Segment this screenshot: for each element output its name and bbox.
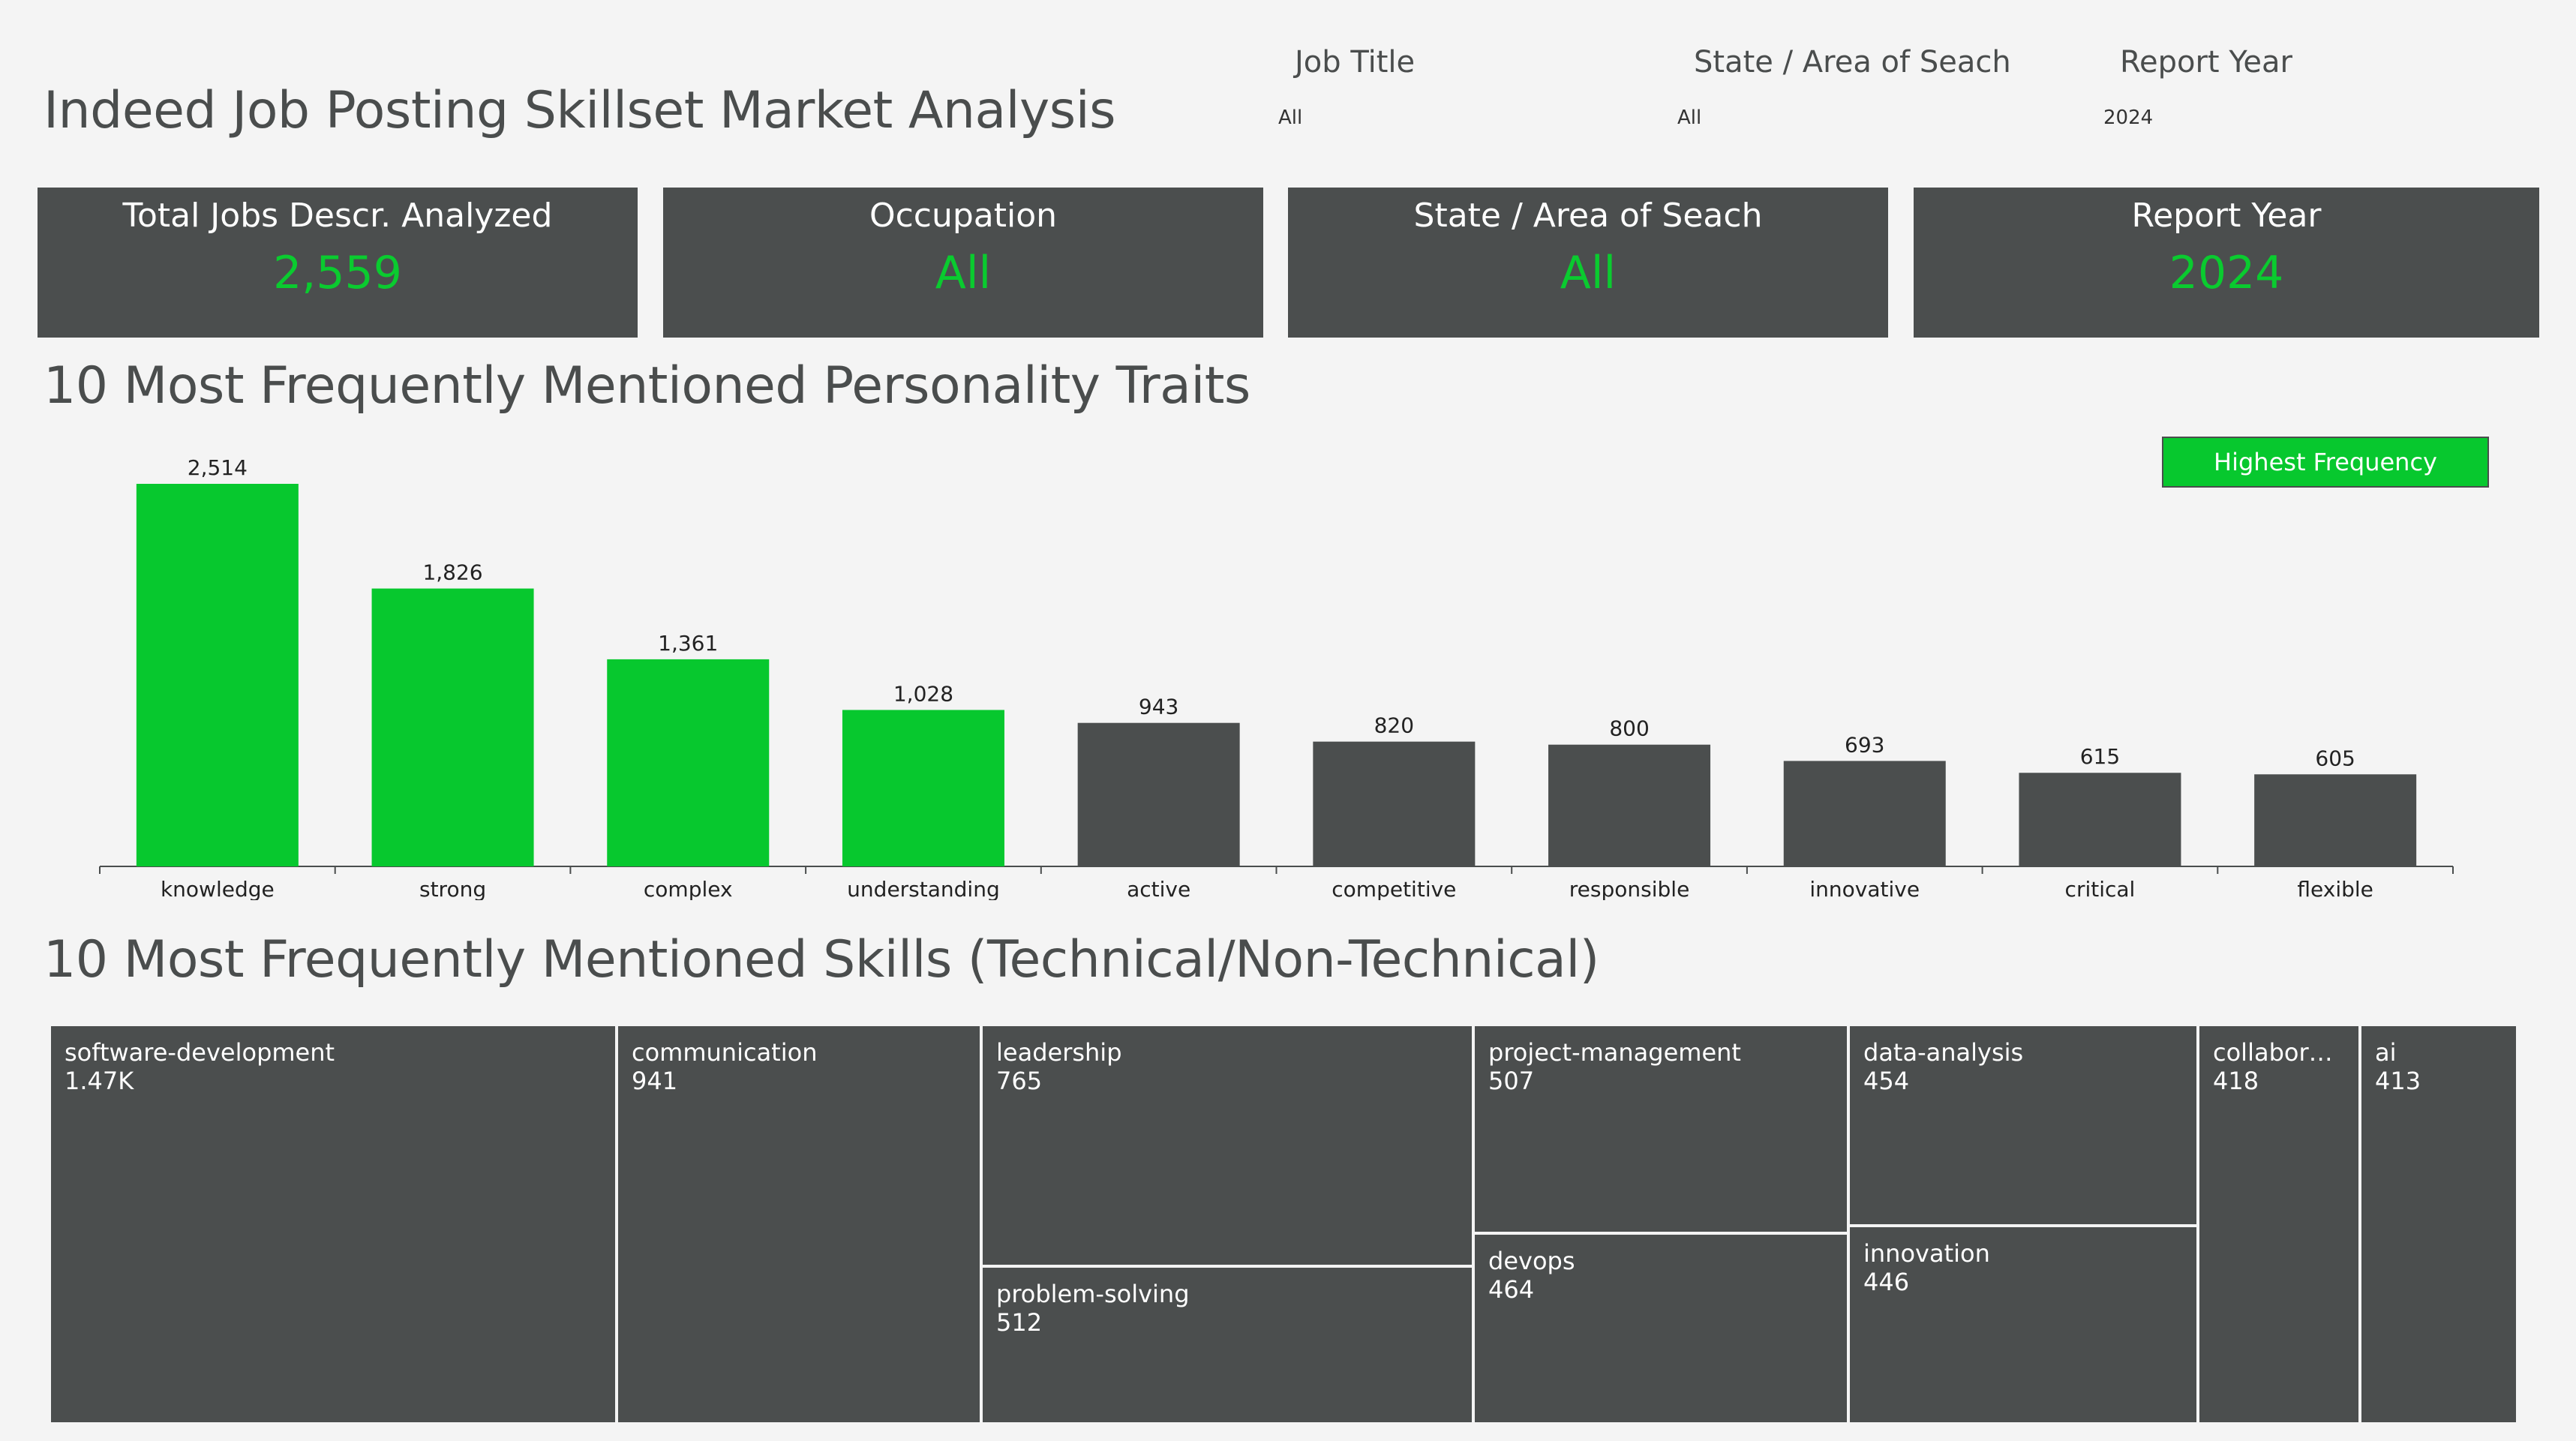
tile-value: 765	[996, 1067, 1043, 1095]
bar-value-label: 605	[2315, 746, 2355, 770]
page-title: Indeed Job Posting Skillset Market Analy…	[44, 81, 1116, 140]
personality-traits-bar-chart: 2,514 knowledge 1,826 strong 1,361 complex 1,0…	[99, 455, 2454, 900]
x-tick-label: competitive	[1332, 877, 1456, 900]
tile-value: 512	[996, 1308, 1043, 1337]
bar-responsible[interactable]	[1548, 744, 1711, 866]
bar-understanding[interactable]	[842, 710, 1004, 866]
filter-label: Report Year	[2120, 45, 2292, 80]
bar-value-label: 800	[1609, 716, 1649, 741]
kpi-occupation: Occupation All	[663, 188, 1263, 338]
x-tick-label: innovative	[1809, 877, 1920, 900]
bar-active[interactable]	[1077, 722, 1240, 866]
tile-label: leadership	[996, 1038, 1122, 1067]
skills-section-title: 10 Most Frequently Mentioned Skills (Tec…	[44, 930, 1599, 989]
bar-knowledge[interactable]	[136, 484, 299, 866]
tile-value: 941	[632, 1067, 678, 1095]
treemap-tile-data-analysis[interactable]: data-analysis 454	[1850, 1026, 2196, 1224]
bar-value-label: 2,514	[188, 455, 248, 480]
tile-label: problem-solving	[996, 1280, 1190, 1308]
tile-value: 413	[2375, 1067, 2421, 1095]
legend-highest-frequency[interactable]: Highest Frequency	[2162, 437, 2489, 488]
treemap-tile-leadership[interactable]: leadership 765	[983, 1026, 1472, 1265]
bar-competitive[interactable]	[1313, 741, 1476, 866]
x-tick-label: understanding	[847, 877, 1000, 900]
filter-value[interactable]: All	[1278, 107, 1303, 129]
treemap-tile-project-management[interactable]: project-management 507	[1475, 1026, 1847, 1232]
kpi-label: Total Jobs Descr. Analyzed	[122, 197, 553, 235]
tile-value: 446	[1863, 1268, 1910, 1296]
kpi-report-year: Report Year 2024	[1914, 188, 2539, 338]
filter-label: Job Title	[1295, 45, 1416, 80]
filter-job-title[interactable]: Job Title All	[1278, 45, 1416, 129]
tile-label: innovation	[1863, 1239, 1990, 1268]
bar-strong[interactable]	[371, 588, 534, 866]
kpi-label: Report Year	[2131, 197, 2322, 235]
filter-state[interactable]: State / Area of Seach All	[1677, 45, 2011, 129]
tile-label: communication	[632, 1038, 818, 1067]
bar-value-label: 820	[1374, 713, 1414, 738]
tile-label: ai	[2375, 1038, 2397, 1067]
tile-label: collabora…	[2213, 1038, 2345, 1067]
bar-flexible[interactable]	[2254, 774, 2417, 866]
kpi-value: 2024	[2169, 247, 2284, 299]
treemap-tile-collabora[interactable]: collabora… 418	[2199, 1026, 2358, 1422]
treemap-tile-problem-solving[interactable]: problem-solving 512	[983, 1268, 1472, 1422]
tile-value: 418	[2213, 1067, 2259, 1095]
treemap-tile-ai[interactable]: ai 413	[2361, 1026, 2516, 1422]
bar-complex[interactable]	[607, 659, 770, 866]
kpi-total-jobs: Total Jobs Descr. Analyzed 2,559	[38, 188, 638, 338]
x-tick-label: responsible	[1569, 877, 1690, 900]
x-tick-label: strong	[419, 877, 486, 900]
bar-value-label: 1,361	[658, 631, 718, 656]
traits-section-title: 10 Most Frequently Mentioned Personality…	[44, 356, 1250, 416]
treemap-tile-software-development[interactable]: software-development 1.47K	[51, 1026, 615, 1422]
bar-value-label: 615	[2080, 744, 2120, 769]
bar-value-label: 943	[1139, 695, 1178, 719]
x-tick-label: critical	[2065, 877, 2136, 900]
x-tick-label: complex	[644, 877, 733, 900]
tile-label: data-analysis	[1863, 1038, 2024, 1067]
filter-report-year[interactable]: Report Year 2024	[2103, 45, 2292, 129]
treemap-tile-innovation[interactable]: innovation 446	[1850, 1227, 2196, 1422]
tile-label: project-management	[1488, 1038, 1741, 1067]
kpi-value: All	[935, 247, 992, 299]
treemap-tile-communication[interactable]: communication 941	[618, 1026, 980, 1422]
tile-value: 1.47K	[65, 1067, 134, 1095]
tile-value: 507	[1488, 1067, 1535, 1095]
tile-label: devops	[1488, 1247, 1575, 1275]
kpi-label: Occupation	[869, 197, 1058, 235]
bar-value-label: 693	[1845, 732, 1884, 757]
bar-value-label: 1,826	[422, 560, 482, 585]
tile-value: 454	[1863, 1067, 1910, 1095]
bar-critical[interactable]	[2019, 773, 2181, 866]
filter-value[interactable]: All	[1677, 107, 1702, 129]
kpi-value: 2,559	[273, 247, 402, 299]
kpi-label: State / Area of Seach	[1413, 197, 1763, 235]
filter-label: State / Area of Seach	[1694, 45, 2011, 80]
kpi-state: State / Area of Seach All	[1288, 188, 1888, 338]
bar-innovative[interactable]	[1783, 761, 1946, 866]
tile-label: software-development	[65, 1038, 335, 1067]
tile-value: 464	[1488, 1275, 1535, 1304]
x-tick-label: flexible	[2297, 877, 2373, 900]
bar-value-label: 1,028	[893, 681, 953, 706]
x-tick-label: knowledge	[161, 877, 275, 900]
filter-value[interactable]: 2024	[2103, 107, 2154, 129]
x-tick-label: active	[1127, 877, 1190, 900]
kpi-value: All	[1560, 247, 1617, 299]
treemap-tile-devops[interactable]: devops 464	[1475, 1235, 1847, 1422]
